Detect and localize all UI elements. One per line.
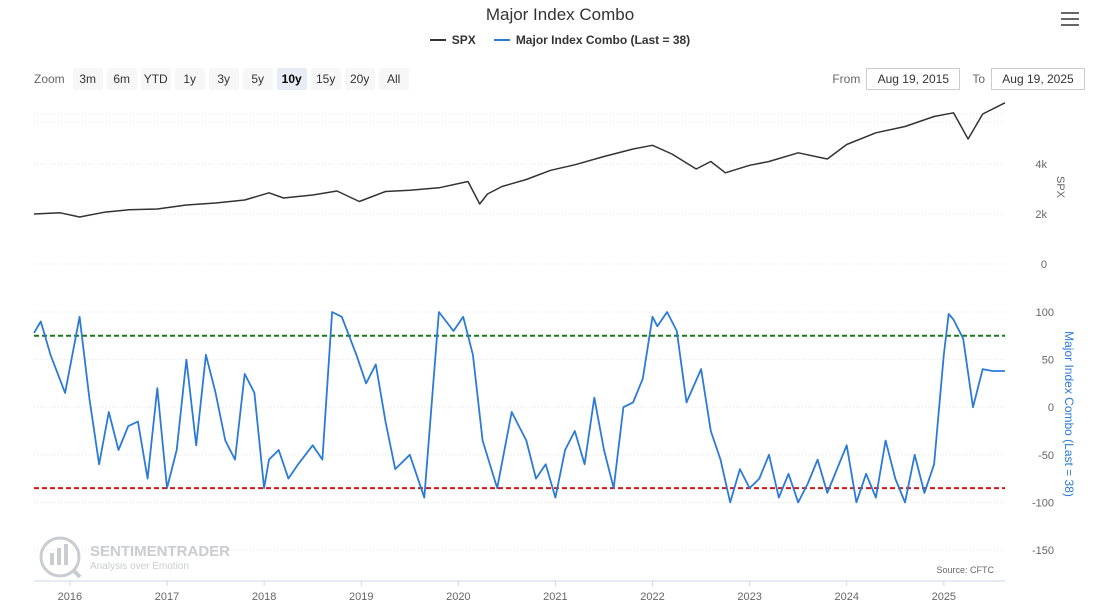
combo-y-tick: -50 bbox=[1038, 450, 1054, 462]
grid-lines bbox=[34, 113, 1005, 551]
hamburger-menu-icon[interactable] bbox=[1061, 12, 1079, 28]
x-tick-label: 2018 bbox=[252, 591, 276, 603]
combo-line bbox=[33, 311, 1005, 504]
zoom-label: Zoom bbox=[34, 72, 65, 86]
zoom-button-3m[interactable]: 3m bbox=[72, 68, 103, 90]
x-tick-label: 2025 bbox=[932, 591, 956, 603]
x-tick-label: 2017 bbox=[155, 591, 179, 603]
zoom-button-20y[interactable]: 20y bbox=[344, 68, 375, 90]
spx-y-tick: 4k bbox=[1035, 159, 1047, 171]
axes: 0 2k 4k SPX 100 50 0 -50 -100 -150 Major Index Com… bbox=[34, 159, 1076, 603]
watermark-handle-icon bbox=[71, 568, 82, 579]
legend: SPX Major Index Combo (Last = 38) bbox=[0, 33, 1101, 47]
legend-item-spx[interactable]: SPX bbox=[429, 33, 476, 47]
watermark: SENTIMENTRADER Analysis over Emotion bbox=[39, 536, 230, 579]
legend-swatch-spx bbox=[429, 39, 446, 41]
combo-y-tick: -100 bbox=[1032, 497, 1054, 509]
watermark-name: SENTIMENTRADER bbox=[90, 543, 230, 560]
legend-item-major-index-combo[interactable]: Major Index Combo (Last = 38) bbox=[493, 33, 691, 47]
legend-label-spx: SPX bbox=[451, 33, 476, 47]
to-label: To bbox=[972, 72, 985, 86]
from-date-input[interactable]: Aug 19, 2015 bbox=[866, 68, 961, 90]
x-tick-label: 2022 bbox=[640, 591, 664, 603]
x-tick-label: 2019 bbox=[349, 591, 373, 603]
spx-axis-title: SPX bbox=[1054, 176, 1066, 199]
combo-y-tick: 100 bbox=[1036, 307, 1054, 319]
x-tick-label: 2021 bbox=[543, 591, 567, 603]
to-date-input[interactable]: Aug 19, 2025 bbox=[991, 68, 1085, 90]
watermark-bar-icon bbox=[64, 544, 68, 565]
combo-y-tick: -150 bbox=[1032, 545, 1054, 557]
spx-series bbox=[33, 102, 1006, 218]
watermark-bar-icon bbox=[57, 548, 61, 565]
combo-y-tick: 50 bbox=[1042, 355, 1054, 367]
reference-lines bbox=[34, 334, 1005, 490]
combo-axis-title: Major Index Combo (Last = 38) bbox=[1062, 331, 1076, 497]
from-label: From bbox=[832, 72, 861, 86]
zoom-button-15y[interactable]: 15y bbox=[310, 68, 341, 90]
zoom-controls: Zoom 3m 6m YTD 1y 3y 5y 10y 15y 20y All bbox=[34, 68, 409, 90]
zoom-button-ytd[interactable]: YTD bbox=[140, 68, 171, 90]
legend-label-combo: Major Index Combo (Last = 38) bbox=[515, 33, 691, 47]
combo-y-tick: 0 bbox=[1048, 402, 1054, 414]
spx-y-tick: 0 bbox=[1041, 259, 1047, 271]
zoom-button-10y[interactable]: 10y bbox=[276, 68, 307, 90]
zoom-button-1y[interactable]: 1y bbox=[174, 68, 205, 90]
source-label: Source: CFTC bbox=[936, 565, 994, 575]
combo-series bbox=[33, 311, 1005, 504]
x-tick-label: 2023 bbox=[737, 591, 761, 603]
chart-title: Major Index Combo bbox=[485, 5, 635, 24]
legend-swatch-combo bbox=[493, 39, 510, 41]
date-range-controls: From Aug 19, 2015 To Aug 19, 2025 bbox=[832, 68, 1085, 90]
x-tick-label: 2020 bbox=[446, 591, 470, 603]
watermark-logo-icon bbox=[39, 536, 81, 578]
spx-y-tick: 2k bbox=[1035, 209, 1047, 221]
x-tick-label: 2016 bbox=[58, 591, 82, 603]
zoom-button-all[interactable]: All bbox=[378, 68, 409, 90]
spx-line bbox=[33, 102, 1006, 218]
watermark-tagline: Analysis over Emotion bbox=[90, 561, 189, 572]
zoom-button-5y[interactable]: 5y bbox=[242, 68, 273, 90]
zoom-button-6m[interactable]: 6m bbox=[106, 68, 137, 90]
zoom-button-3y[interactable]: 3y bbox=[208, 68, 239, 90]
watermark-bar-icon bbox=[50, 553, 54, 565]
x-tick-label: 2024 bbox=[834, 591, 858, 603]
